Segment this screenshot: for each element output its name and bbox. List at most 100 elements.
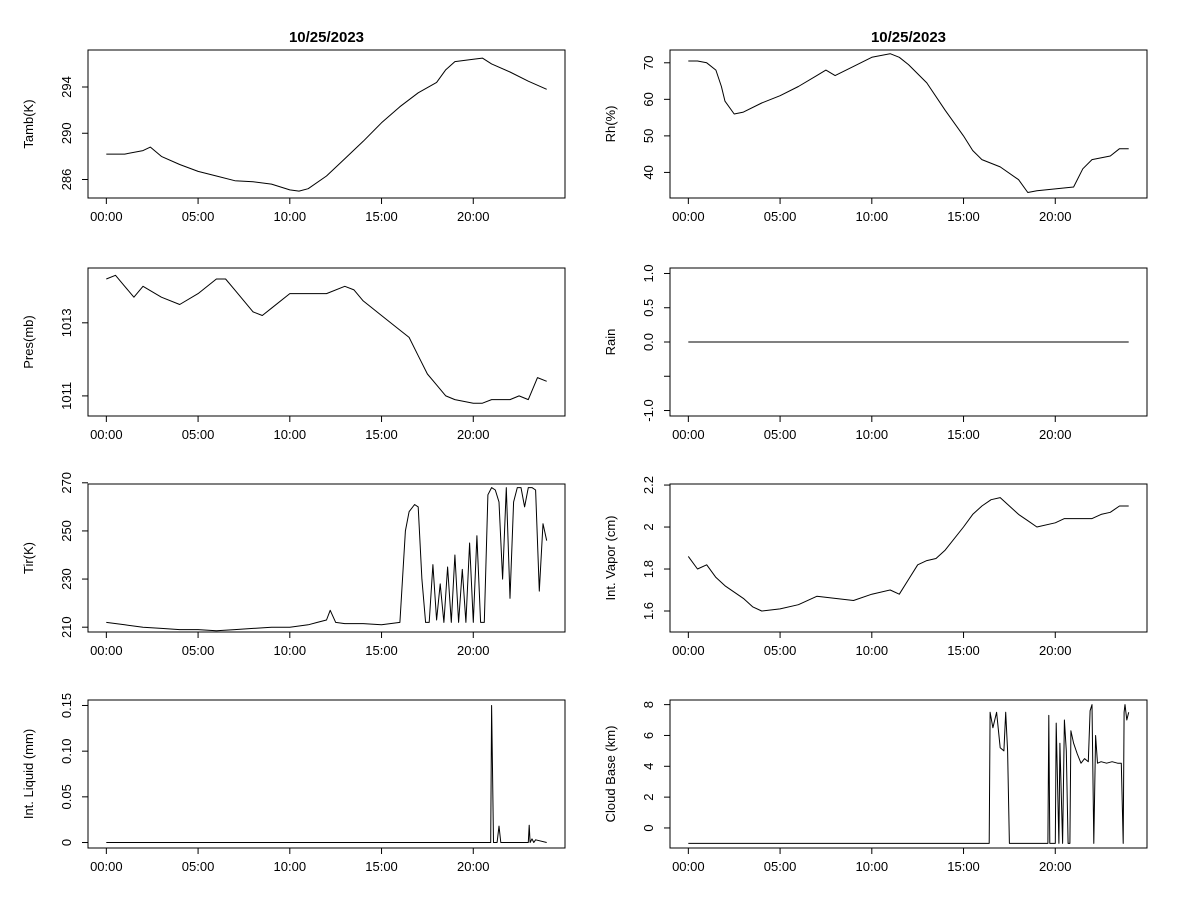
panel-tamb: 10/25/2023 00:00 05:00 10:00 15:00 20:00 286 29… [21, 29, 566, 224]
x-tick-label: 10:00 [274, 427, 307, 442]
y-tick-label: 294 [59, 76, 74, 98]
y-tick-label: 6 [641, 732, 656, 739]
y-axis-label: Tir(K) [21, 542, 36, 574]
x-tick-label: 10:00 [274, 859, 307, 874]
y-axis-label: Rh(%) [603, 106, 618, 143]
x-tick-label: 15:00 [365, 859, 398, 874]
panel-vapor: 00:00 05:00 10:00 15:00 20:00 1.6 1.8 2 2.2 Int. … [603, 476, 1148, 658]
y-tick-label: 286 [59, 169, 74, 191]
x-tick-label: 00:00 [672, 859, 705, 874]
panel-pres: 00:00 05:00 10:00 15:00 20:00 1011 1013 Pres(mb… [21, 267, 566, 442]
plot-frame [669, 699, 1148, 849]
plot-frame [87, 267, 566, 417]
y-axis-label: Pres(mb) [21, 315, 36, 368]
x-tick-label: 20:00 [1039, 859, 1072, 874]
plot-frame [669, 49, 1148, 199]
y-axis-label: Int. Liquid (mm) [21, 729, 36, 819]
plot-frame [87, 483, 566, 633]
panel-rain: 00:00 05:00 10:00 15:00 20:00 -1.0 0.0 0.5 1.0 Ra… [603, 264, 1148, 442]
series-line-rh [688, 53, 1129, 193]
x-tick-label: 00:00 [672, 427, 705, 442]
x-tick-label: 15:00 [365, 209, 398, 224]
y-axis-label: Tamb(K) [21, 99, 36, 148]
x-tick-label: 10:00 [856, 859, 889, 874]
y-tick-label: 0 [641, 824, 656, 831]
y-tick-label: 1011 [59, 382, 74, 410]
x-tick-label: 00:00 [90, 643, 123, 658]
y-tick-label: 0.15 [59, 693, 74, 718]
x-tick-label: 15:00 [947, 643, 980, 658]
x-tick-label: 15:00 [947, 859, 980, 874]
x-tick-label: 20:00 [1039, 427, 1072, 442]
panel-rh: 10/25/2023 00:00 05:00 10:00 15:00 20:00 40 50 6… [603, 29, 1148, 224]
x-tick-label: 05:00 [764, 427, 797, 442]
y-tick-label: 230 [59, 568, 74, 590]
y-tick-label: 0 [59, 839, 74, 846]
y-tick-label: 0.05 [59, 784, 74, 809]
x-tick-label: 05:00 [182, 643, 215, 658]
x-tick-label: 05:00 [182, 209, 215, 224]
series-line-tir [106, 487, 548, 632]
panel-liquid: 00:00 05:00 10:00 15:00 20:00 0 0.05 0.10 0.15 In… [21, 693, 566, 874]
panel-cloudbase: 00:00 05:00 10:00 15:00 20:00 0 2 4 6 8 Cloud Base… [603, 699, 1148, 874]
x-tick-label: 15:00 [365, 643, 398, 658]
x-tick-label: 05:00 [182, 427, 215, 442]
y-tick-label: -1.0 [641, 399, 656, 421]
x-tick-label: 20:00 [457, 427, 490, 442]
x-tick-label: 05:00 [764, 643, 797, 658]
y-tick-label: 50 [641, 129, 656, 143]
x-tick-label: 20:00 [457, 859, 490, 874]
y-tick-label: 1.6 [641, 602, 656, 620]
y-tick-label: 0.5 [641, 299, 656, 317]
x-tick-label: 00:00 [672, 209, 705, 224]
y-tick-label: 0.0 [641, 333, 656, 351]
y-tick-label: 8 [641, 701, 656, 708]
x-tick-label: 20:00 [1039, 209, 1072, 224]
x-tick-label: 00:00 [672, 643, 705, 658]
x-tick-label: 10:00 [274, 643, 307, 658]
y-tick-label: 2 [641, 523, 656, 530]
x-tick-label: 10:00 [856, 427, 889, 442]
series-line-liquid [106, 705, 547, 843]
y-tick-label: 4 [641, 763, 656, 770]
x-tick-label: 15:00 [947, 209, 980, 224]
series-line-cloudbase [688, 704, 1130, 844]
y-tick-label: 1013 [59, 308, 74, 337]
x-tick-label: 20:00 [457, 643, 490, 658]
x-tick-label: 00:00 [90, 859, 123, 874]
y-axis-label: Rain [603, 329, 618, 356]
y-tick-label: 2.2 [641, 476, 656, 494]
x-tick-label: 05:00 [764, 859, 797, 874]
y-tick-label: 1.8 [641, 560, 656, 578]
y-axis-label: Int. Vapor (cm) [603, 515, 618, 600]
chart-title: 10/25/2023 [871, 29, 946, 46]
y-tick-label: 2 [641, 794, 656, 801]
y-tick-label: 40 [641, 165, 656, 179]
y-tick-label: 290 [59, 122, 74, 144]
x-tick-label: 10:00 [856, 643, 889, 658]
y-tick-label: 70 [641, 56, 656, 70]
series-line-vapor [687, 497, 1129, 612]
chart-title: 10/25/2023 [289, 29, 364, 46]
x-tick-label: 10:00 [856, 209, 889, 224]
y-axis-label: Cloud Base (km) [603, 726, 618, 823]
series-line-pres [106, 274, 547, 404]
y-tick-label: 210 [59, 616, 74, 638]
x-tick-label: 20:00 [457, 209, 490, 224]
x-tick-label: 05:00 [182, 859, 215, 874]
x-tick-label: 15:00 [365, 427, 398, 442]
y-tick-label: 60 [641, 92, 656, 106]
x-tick-label: 20:00 [1039, 643, 1072, 658]
y-tick-label: 250 [59, 520, 74, 542]
y-tick-label: 0.10 [59, 739, 74, 764]
x-tick-label: 00:00 [90, 209, 123, 224]
x-tick-label: 10:00 [274, 209, 307, 224]
x-tick-label: 00:00 [90, 427, 123, 442]
y-tick-label: 1.0 [641, 264, 656, 282]
plot-frame [669, 483, 1148, 633]
x-tick-label: 05:00 [764, 209, 797, 224]
y-tick-label: 270 [59, 472, 74, 494]
panel-tir: 00:00 05:00 10:00 15:00 20:00 210 230 250 270 Tir… [21, 472, 566, 658]
x-tick-label: 15:00 [947, 427, 980, 442]
